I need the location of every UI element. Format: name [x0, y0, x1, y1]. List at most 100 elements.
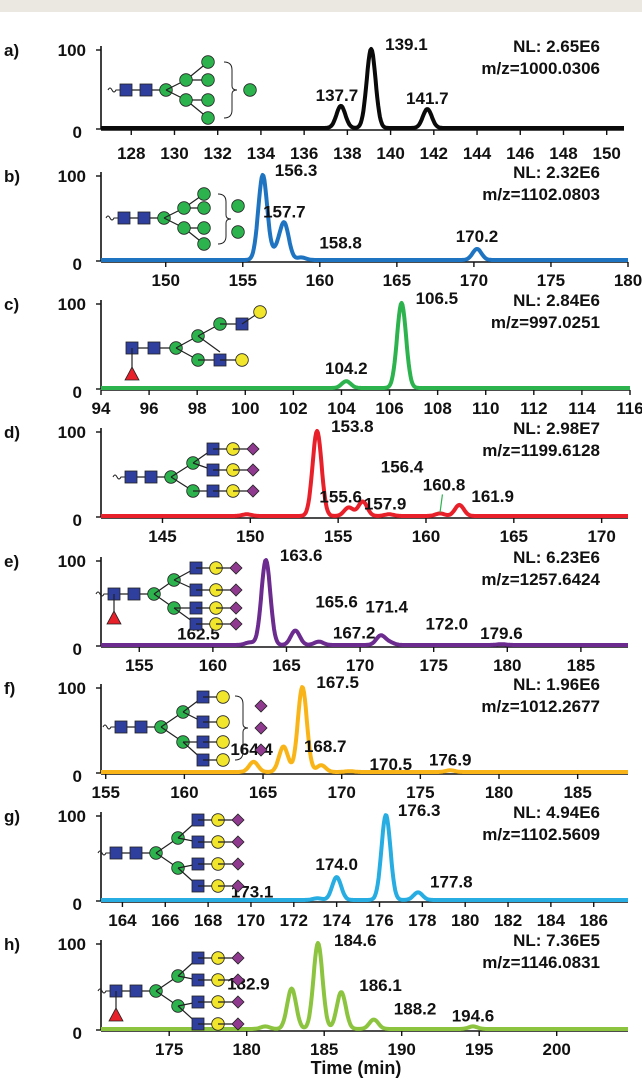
- galactose-circle-icon: [235, 353, 249, 367]
- sialic-acid-diamond-icon: [231, 995, 245, 1009]
- peak-label: 188.2: [394, 1000, 437, 1019]
- antenna-brace-icon: [234, 695, 249, 761]
- chromatogram-panel-c: c) 100 0 94 96 98 100 102 104 106 108 110 112 114 116 N…: [4, 289, 642, 418]
- x-tick-label: 185: [563, 783, 591, 802]
- x-tick-label: 112: [520, 399, 547, 418]
- normalization-level-label: NL: 6.23E6: [513, 548, 600, 567]
- mz-value-label: m/z=1000.0306: [481, 59, 600, 78]
- y-tick-label-0: 0: [73, 255, 82, 274]
- x-tick-label: 175: [419, 656, 447, 675]
- sialic-acid-diamond-icon: [231, 973, 245, 987]
- y-tick-label-100: 100: [58, 167, 86, 186]
- normalization-level-label: NL: 2.32E6: [513, 163, 600, 182]
- peak-label: 182.9: [227, 975, 270, 994]
- y-tick-label-0: 0: [73, 640, 82, 659]
- glcnac-square-icon: [144, 470, 158, 484]
- panel-label: h): [4, 935, 20, 954]
- x-tick-label: 160: [170, 783, 198, 802]
- mannose-circle-icon: [197, 221, 211, 235]
- chromatogram-trace: [99, 941, 630, 1031]
- x-tick-label: 175: [537, 271, 565, 290]
- top-strip: [0, 0, 642, 12]
- x-tick-label: 144: [463, 144, 492, 163]
- mannose-circle-icon: [201, 55, 215, 69]
- y-tick-label-0: 0: [73, 1024, 82, 1043]
- glcnac-square-icon: [119, 83, 133, 97]
- x-tick-label: 98: [188, 399, 207, 418]
- normalization-level-label: NL: 2.65E6: [513, 37, 600, 56]
- peak-label: 104.2: [325, 359, 368, 378]
- glcnac-square-icon: [147, 341, 161, 355]
- glycan-structure-icon: [105, 187, 245, 251]
- glcnac-square-icon: [139, 83, 153, 97]
- glcnac-square-icon: [127, 587, 141, 601]
- fucose-triangle-icon: [106, 610, 122, 625]
- galactose-circle-icon: [216, 690, 230, 704]
- normalization-level-label: NL: 4.94E6: [513, 803, 600, 822]
- peak-label: 106.5: [416, 289, 459, 308]
- x-tick-label: 180: [493, 656, 521, 675]
- y-tick-label-0: 0: [73, 895, 82, 914]
- sialic-acid-diamond-icon: [254, 699, 268, 713]
- peak-label: 158.8: [319, 233, 362, 252]
- x-tick-label: 128: [117, 144, 145, 163]
- x-tick-label: 150: [152, 271, 180, 290]
- x-tick-label: 175: [155, 1040, 183, 1059]
- x-tick-label: 150: [236, 527, 264, 546]
- y-tick-label-0: 0: [73, 383, 82, 402]
- reducing-end-icon: [97, 850, 110, 856]
- mannose-circle-icon: [197, 201, 211, 215]
- x-tick-label: 180: [233, 1040, 261, 1059]
- peak-label: 171.4: [365, 598, 408, 617]
- x-tick-label: 172: [280, 911, 308, 930]
- y-tick-label-100: 100: [58, 807, 86, 826]
- mz-value-label: m/z=1102.0803: [482, 185, 600, 204]
- y-tick-label-0: 0: [73, 123, 82, 142]
- glycan-structure-icon: [97, 951, 245, 1031]
- peak-label: 160.8: [423, 475, 466, 494]
- mz-value-label: m/z=1102.5609: [482, 825, 600, 844]
- glcnac-square-icon: [109, 846, 123, 860]
- mz-value-label: m/z=1199.6128: [482, 441, 600, 460]
- x-tick-label: 200: [543, 1040, 571, 1059]
- peak-label: 168.7: [304, 737, 347, 756]
- x-tick-label: 155: [125, 656, 153, 675]
- chromatogram-trace: [99, 47, 626, 130]
- mannose-circle-icon: [201, 73, 215, 87]
- glycan-structure-icon: [102, 690, 268, 767]
- x-tick-label: 145: [148, 527, 176, 546]
- sialic-acid-diamond-icon: [246, 484, 260, 498]
- x-tick-label: 100: [231, 399, 259, 418]
- peak-label: 170.5: [370, 755, 413, 774]
- sialic-acid-diamond-icon: [231, 1017, 245, 1031]
- x-tick-label: 140: [376, 144, 404, 163]
- x-tick-label: 94: [92, 399, 111, 418]
- x-tick-label: 146: [506, 144, 534, 163]
- x-tick-label: 175: [406, 783, 434, 802]
- peak-label: 176.9: [429, 750, 472, 769]
- peak-label: 163.6: [280, 546, 323, 565]
- reducing-end-icon: [102, 724, 115, 730]
- mannose-circle-icon: [231, 199, 245, 213]
- glycan-structure-icon: [112, 442, 260, 498]
- glcnac-square-icon: [134, 720, 148, 734]
- y-tick-label-100: 100: [58, 552, 86, 571]
- x-tick-label: 132: [204, 144, 232, 163]
- x-tick-label: 155: [229, 271, 257, 290]
- mannose-circle-icon: [197, 237, 211, 251]
- panel-label: a): [4, 41, 19, 60]
- glycan-structure-icon: [97, 813, 245, 893]
- x-tick-label: 155: [324, 527, 352, 546]
- glycan-structure-icon: [124, 305, 267, 381]
- mz-value-label: m/z=1257.6424: [481, 570, 600, 589]
- x-tick-label: 108: [423, 399, 451, 418]
- x-tick-label: 170: [237, 911, 265, 930]
- glcnac-square-icon: [137, 211, 151, 225]
- x-tick-label: 130: [160, 144, 188, 163]
- mannose-circle-icon: [179, 73, 193, 87]
- x-tick-label: 168: [194, 911, 222, 930]
- x-tick-label: 160: [306, 271, 334, 290]
- panel-label: f): [4, 679, 15, 698]
- peak-label: 186.1: [359, 976, 402, 995]
- x-tick-label: 166: [151, 911, 179, 930]
